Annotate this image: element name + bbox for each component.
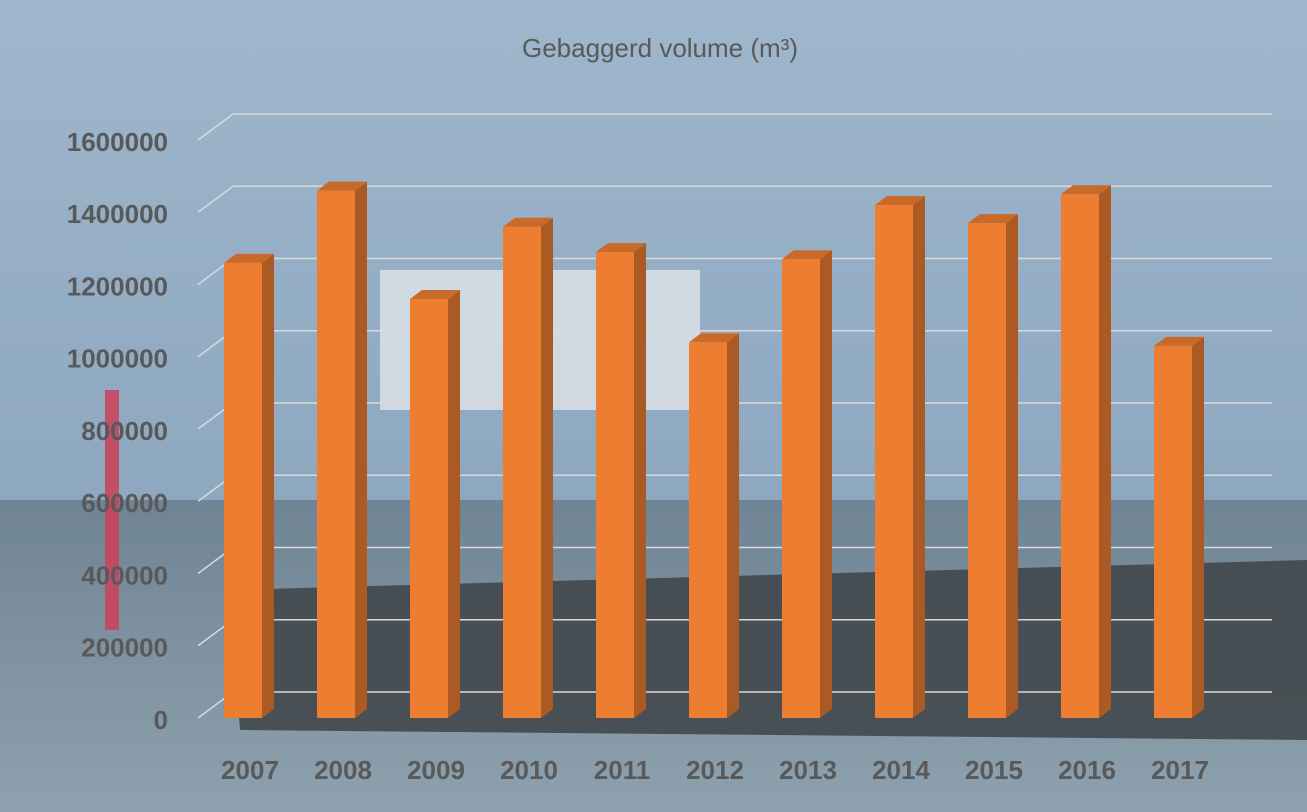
bar-side — [913, 196, 925, 718]
bar — [503, 226, 541, 718]
y-tick-label: 0 — [154, 705, 168, 735]
x-tick-label: 2013 — [779, 755, 837, 785]
bar-top — [1061, 185, 1111, 195]
grid-line — [197, 113, 1272, 141]
x-tick-label: 2011 — [594, 755, 650, 785]
background-hull — [230, 560, 1307, 740]
bar-top — [782, 250, 832, 260]
background-buoy — [105, 390, 119, 630]
bar — [596, 251, 634, 719]
bar-side — [1192, 336, 1204, 718]
bar-top — [224, 253, 274, 263]
y-tick-label: 1200000 — [67, 271, 168, 301]
y-tick-label: 200000 — [81, 633, 168, 663]
bar — [875, 205, 913, 718]
bar-side — [355, 181, 367, 718]
x-tick-label: 2010 — [500, 755, 558, 785]
bar — [782, 259, 820, 718]
x-tick-label: 2016 — [1058, 755, 1116, 785]
bar-side — [448, 289, 460, 718]
bar-top — [689, 333, 739, 343]
y-tick-label: 400000 — [81, 560, 168, 590]
bar-side — [820, 250, 832, 718]
bar-top — [503, 217, 553, 227]
bar-top — [1154, 336, 1204, 346]
x-tick-label: 2007 — [221, 755, 279, 785]
y-tick-label: 1600000 — [67, 127, 168, 157]
bar — [968, 223, 1006, 718]
bar — [317, 190, 355, 718]
x-tick-label: 2009 — [407, 755, 465, 785]
bar-side — [262, 253, 274, 718]
x-tick-label: 2012 — [686, 755, 744, 785]
bar — [1061, 194, 1099, 718]
bar-side — [1006, 214, 1018, 718]
y-tick-label: 800000 — [81, 416, 168, 446]
y-tick-label: 600000 — [81, 488, 168, 518]
x-tick-label: 2014 — [872, 755, 930, 785]
y-tick-label: 1000000 — [67, 344, 168, 374]
x-tick-label: 2017 — [1151, 755, 1209, 785]
bar-top — [596, 242, 646, 252]
x-tick-label: 2015 — [965, 755, 1023, 785]
chart-title: Gebaggerd volume (m³) — [522, 33, 798, 63]
bar — [689, 342, 727, 718]
bar-top — [410, 289, 460, 299]
bar-side — [727, 333, 739, 718]
bar-top — [317, 181, 367, 191]
x-tick-label: 2008 — [314, 755, 372, 785]
bar-side — [1099, 185, 1111, 718]
bar-top — [875, 196, 925, 206]
bar-side — [541, 217, 553, 718]
bar — [410, 298, 448, 718]
bar — [224, 262, 262, 718]
bar-side — [634, 242, 646, 719]
grid-line — [197, 185, 1272, 213]
bar — [1154, 345, 1192, 718]
bar-top — [968, 214, 1018, 224]
y-tick-label: 1400000 — [67, 199, 168, 229]
